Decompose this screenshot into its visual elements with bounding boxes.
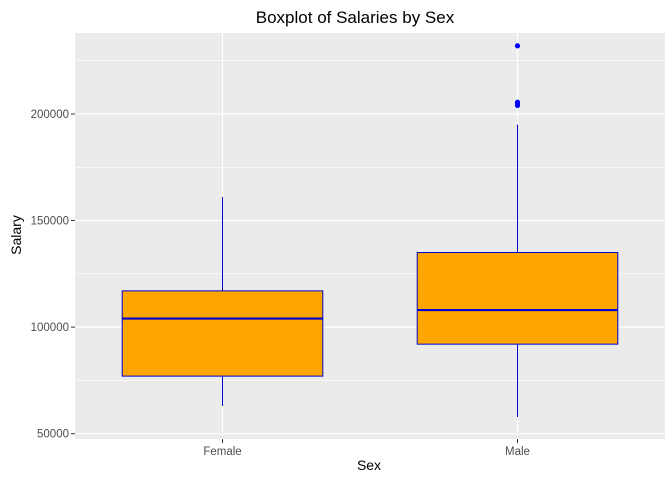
chart-title: Boxplot of Salaries by Sex — [256, 8, 455, 27]
x-axis-title: Sex — [357, 457, 381, 473]
plot-panel — [75, 33, 665, 439]
y-tick-label: 100000 — [31, 322, 69, 334]
y-axis: 50000 100000 150000 200000 — [31, 109, 75, 441]
x-tick-label: Male — [505, 446, 530, 458]
y-tick-label: 50000 — [37, 429, 69, 441]
box-iqr — [121, 290, 324, 377]
box-iqr — [416, 252, 619, 345]
y-tick-label: 200000 — [31, 109, 69, 121]
x-tick-label: Female — [203, 446, 241, 458]
box-male — [416, 43, 619, 418]
outlier-point — [514, 99, 521, 105]
box-female — [121, 197, 324, 406]
x-axis: Female Male — [203, 439, 530, 458]
boxes — [121, 43, 619, 418]
outlier-point — [514, 43, 521, 49]
y-axis-title: Salary — [8, 215, 24, 255]
y-tick-label: 150000 — [31, 216, 69, 228]
